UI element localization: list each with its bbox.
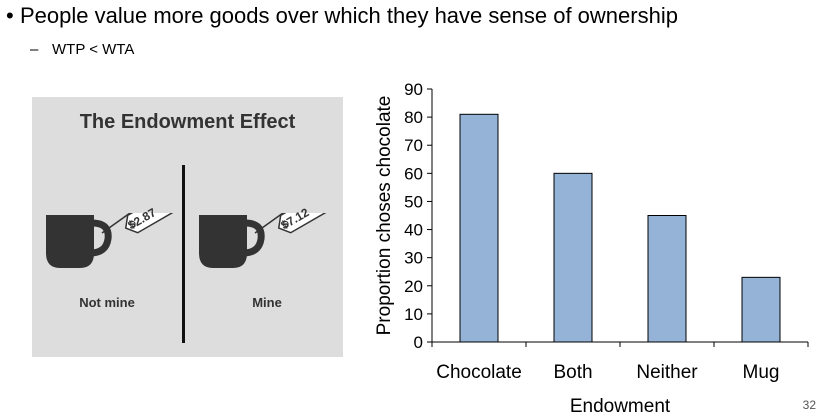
y-tick-label: 10 [404, 305, 423, 324]
mine-caption: Mine [252, 295, 282, 310]
bar-mug [741, 276, 781, 343]
x-category-label: Mug [743, 362, 780, 383]
sub-bullet-text: WTP < WTA [52, 41, 135, 58]
bar-neither [647, 215, 687, 343]
bullet-marker: • [6, 3, 14, 28]
x-axis-title: Endowment [570, 396, 671, 417]
y-tick-label: 80 [404, 108, 423, 127]
dash-marker: – [30, 41, 39, 58]
page-number: 32 [802, 398, 816, 412]
y-tick-label: 20 [404, 277, 423, 296]
main-bullet-text: People value more goods over which they … [20, 3, 678, 28]
chart-bars [459, 113, 781, 343]
chart-labels: 0 10 20 30 40 50 60 70 80 90 Chocolate Both Neither M… [374, 80, 779, 417]
left-price-tag: $2.87 [125, 205, 158, 232]
sub-bullet: – WTP < WTA [30, 40, 134, 60]
x-category-label: Both [553, 362, 592, 383]
y-tick-label: 30 [404, 249, 423, 268]
right-price-tag: $7.12 [278, 205, 311, 232]
y-axis-title: Proportion choses chocolate [374, 96, 395, 336]
bar-chart: 0 10 20 30 40 50 60 70 80 90 Chocolate Both Neither M… [374, 80, 809, 417]
bar-both [553, 172, 593, 343]
x-category-label: Chocolate [436, 362, 522, 383]
illustration-divider [182, 165, 185, 343]
y-tick-label: 60 [404, 164, 423, 183]
y-tick-label: 40 [404, 221, 423, 240]
bar-chocolate [459, 113, 499, 343]
price-tags: $2.87 $7.12 [125, 205, 311, 232]
illustration-title: The Endowment Effect [79, 111, 296, 133]
y-tick-label: 70 [404, 136, 423, 155]
not-mine-caption: Not mine [79, 295, 135, 310]
y-tick-label: 50 [404, 192, 423, 211]
x-category-label: Neither [636, 362, 698, 383]
main-bullet: • People value more goods over which they… [6, 2, 678, 30]
endowment-illustration: The Endowment Effect $2.87 $7.12 Not min… [32, 97, 343, 357]
y-tick-label: 90 [404, 80, 423, 99]
mug-icon [199, 213, 334, 268]
y-tick-label: 0 [414, 333, 423, 352]
mug-icon [46, 213, 181, 268]
